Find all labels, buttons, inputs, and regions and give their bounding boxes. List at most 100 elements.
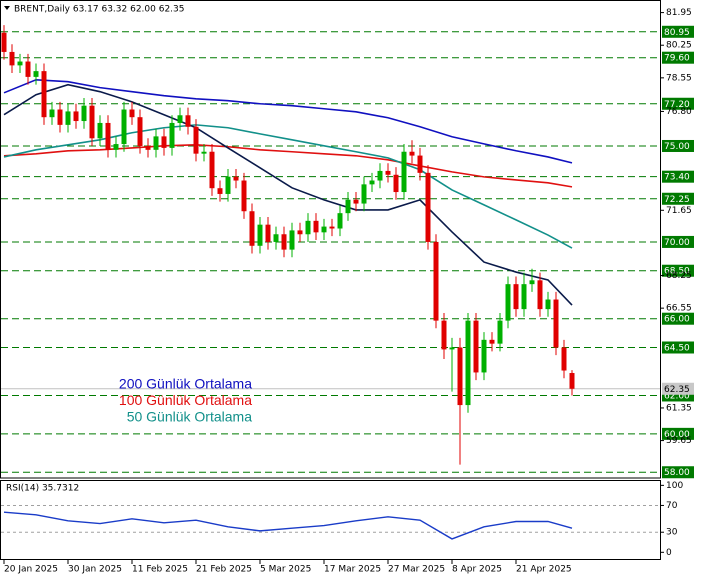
- y-tick-label: 66.55: [666, 304, 692, 314]
- candle-body: [497, 320, 503, 344]
- level-box: [662, 341, 694, 354]
- candle-body: [489, 339, 495, 344]
- candle-body: [569, 373, 575, 389]
- x-tick-label: 21 Feb 2025: [196, 565, 252, 575]
- rsi-title: RSI(14) 35.7312: [6, 484, 79, 494]
- level-label: 73.40: [664, 173, 690, 183]
- y-tick-label: 80.25: [666, 41, 692, 51]
- moving-average: [3, 78, 573, 164]
- candle-body: [353, 199, 359, 204]
- level-label: 64.50: [664, 343, 690, 353]
- candle-body: [513, 284, 519, 310]
- candle-body: [105, 122, 111, 150]
- rsi-line: [3, 511, 573, 540]
- candle-body: [561, 347, 567, 371]
- menu-arrow: [4, 6, 10, 10]
- legend-entry: 50 Günlük Ortalama: [127, 409, 252, 425]
- candle-body: [65, 111, 71, 125]
- candle-body: [137, 117, 143, 146]
- candle-body: [161, 136, 167, 148]
- level-box: [662, 264, 694, 277]
- candle-body: [97, 122, 103, 139]
- level-label: 62.00: [664, 391, 690, 401]
- candle-body: [441, 320, 447, 350]
- level-box: [662, 192, 694, 205]
- candle-body: [329, 226, 335, 229]
- candle-body: [529, 280, 535, 285]
- candle-body: [17, 61, 23, 66]
- x-tick-label: 11 Feb 2025: [132, 565, 188, 575]
- candle-body: [361, 184, 367, 204]
- candle-body: [537, 280, 543, 310]
- candle-body: [393, 174, 399, 193]
- candle-body: [185, 115, 191, 127]
- candle-body: [57, 109, 63, 125]
- candle-body: [321, 226, 327, 233]
- candle-body: [49, 109, 55, 118]
- level-label: 66.00: [664, 315, 690, 325]
- y-tick-label: 100: [666, 481, 683, 491]
- rsi-pane: [0, 480, 661, 560]
- legend-entry: 200 Günlük Ortalama: [119, 376, 252, 392]
- x-tick-label: 20 Jan 2025: [4, 565, 58, 575]
- x-tick-label: 8 Apr 2025: [452, 565, 502, 575]
- candle-body: [313, 220, 319, 233]
- level-label: 79.60: [664, 54, 690, 64]
- level-box: [662, 97, 694, 110]
- candle-body: [545, 299, 551, 310]
- candle-body: [457, 347, 463, 406]
- candle-body: [337, 213, 343, 229]
- candle-body: [169, 122, 175, 148]
- candle-body: [433, 241, 439, 321]
- level-label: 77.20: [664, 100, 690, 110]
- level-box: [662, 170, 694, 183]
- candle-body: [217, 188, 223, 194]
- y-tick-label: 0: [666, 548, 672, 558]
- moving-average: [3, 83, 573, 306]
- candle-body: [505, 284, 511, 321]
- x-tick-label: 30 Jan 2025: [68, 565, 122, 575]
- level-label: 72.25: [664, 195, 690, 205]
- y-tick-label: 70: [666, 501, 678, 511]
- level-box: [662, 25, 694, 38]
- x-tick-label: 17 Mar 2025: [324, 565, 381, 575]
- candle-body: [289, 230, 295, 250]
- candle-body: [257, 224, 263, 246]
- y-tick-label: 78.55: [666, 73, 692, 83]
- chart-title: BRENT,Daily 63.17 63.32 62.00 62.35: [14, 5, 184, 15]
- candle-body: [417, 155, 423, 173]
- candle-body: [209, 151, 215, 189]
- candle-body: [465, 320, 471, 406]
- y-tick-label: 76.80: [666, 107, 692, 117]
- candle-body: [41, 71, 47, 118]
- candle-body: [521, 284, 527, 310]
- candle-body: [89, 105, 95, 139]
- candle-body: [273, 234, 279, 242]
- level-box: [662, 51, 694, 64]
- level-label: 70.00: [664, 238, 690, 248]
- candle-body: [177, 115, 183, 123]
- y-tick-label: 59.65: [666, 436, 692, 446]
- level-label: 58.00: [664, 468, 690, 478]
- candle-body: [121, 109, 127, 145]
- candle-body: [1, 32, 7, 52]
- level-label: 80.95: [664, 28, 690, 38]
- level-box: [662, 427, 694, 440]
- level-box: [662, 139, 694, 152]
- candle-body: [249, 211, 255, 246]
- candle-body: [233, 176, 239, 181]
- candle-body: [153, 136, 159, 150]
- current-price-box: [662, 382, 694, 395]
- x-tick-label: 21 Apr 2025: [516, 565, 572, 575]
- x-tick-label: 5 Mar 2025: [260, 565, 311, 575]
- y-tick-label: 81.95: [666, 8, 692, 18]
- current-price-label: 62.35: [664, 385, 690, 395]
- level-box: [662, 466, 694, 479]
- candle-body: [281, 234, 287, 250]
- candle-body: [193, 126, 199, 154]
- candle-body: [129, 109, 135, 118]
- level-box: [662, 235, 694, 248]
- candle-body: [553, 299, 559, 348]
- candle-body: [425, 172, 431, 242]
